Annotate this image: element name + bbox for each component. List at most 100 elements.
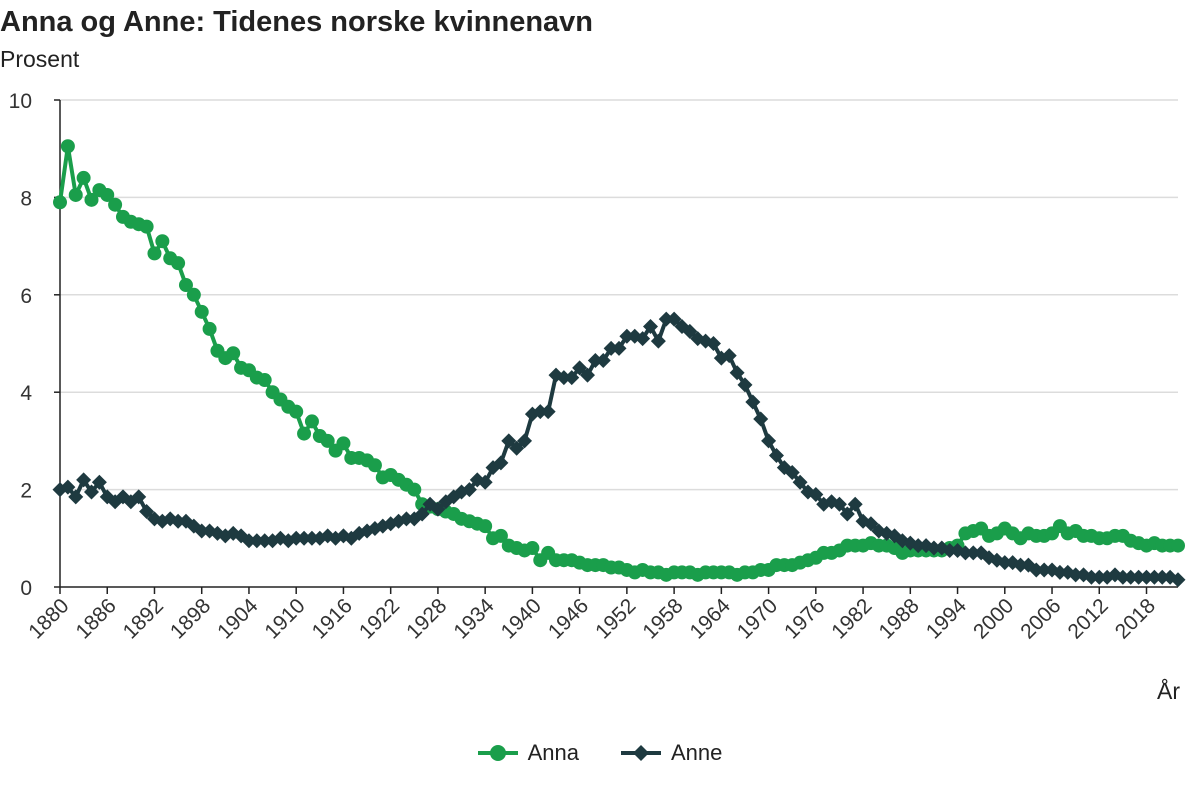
data-point-anne-2012[interactable] [1091,569,1107,585]
data-point-anne-1938[interactable] [509,440,525,456]
data-point-anne-2009[interactable] [1068,567,1084,583]
data-point-anna-2022[interactable] [1171,538,1185,553]
data-point-anne-1942[interactable] [540,404,556,420]
data-point-anne-1956[interactable] [650,333,666,349]
data-point-anne-1885[interactable] [91,474,107,490]
data-point-anne-1976[interactable] [808,486,824,502]
data-point-anne-1968[interactable] [745,394,761,410]
data-point-anne-1973[interactable] [784,465,800,481]
data-point-anne-1954[interactable] [635,331,651,347]
data-point-anne-2018[interactable] [1139,569,1155,585]
data-point-anne-1955[interactable] [642,318,658,334]
data-point-anne-1958[interactable] [666,311,682,327]
data-point-anne-1974[interactable] [792,474,808,490]
data-point-anna-1940[interactable] [525,541,540,556]
data-point-anna-1916[interactable] [336,436,351,451]
data-point-anna-1883[interactable] [76,170,91,185]
data-point-anne-1969[interactable] [753,411,769,427]
data-point-anne-1981[interactable] [847,496,863,512]
data-point-anne-2007[interactable] [1052,564,1068,580]
data-point-anna-1906[interactable] [257,373,272,388]
data-point-anne-2011[interactable] [1083,569,1099,585]
data-point-anne-1993[interactable] [942,542,958,558]
data-point-anna-1936[interactable] [493,528,508,543]
data-point-anne-2017[interactable] [1131,569,1147,585]
data-point-anne-1966[interactable] [729,365,745,381]
data-point-anne-1884[interactable] [83,484,99,500]
data-point-anna-1884[interactable] [84,192,99,207]
data-point-anna-1902[interactable] [226,346,241,361]
data-point-anne-1890[interactable] [131,489,147,505]
data-point-anna-1891[interactable] [139,219,154,234]
data-point-anne-1934[interactable] [477,474,493,490]
data-point-anne-1995[interactable] [957,545,973,561]
data-point-anna-1893[interactable] [155,234,170,249]
data-point-anna-1925[interactable] [407,482,422,497]
data-point-anne-1881[interactable] [60,479,76,495]
data-point-anne-2000[interactable] [997,555,1013,571]
data-point-anne-1996[interactable] [965,545,981,561]
data-point-anna-1914[interactable] [320,433,335,448]
data-point-anne-1983[interactable] [863,516,879,532]
data-point-anne-1939[interactable] [517,433,533,449]
data-point-anna-1886[interactable] [100,187,115,202]
data-point-anne-1910[interactable] [288,530,304,546]
data-point-anne-2022[interactable] [1170,572,1186,588]
data-point-anne-1951[interactable] [611,340,627,356]
data-point-anne-1924[interactable] [398,511,414,527]
data-point-anne-1882[interactable] [68,489,84,505]
data-point-anna-1892[interactable] [147,246,162,261]
data-point-anne-1895[interactable] [170,513,186,529]
data-point-anna-1934[interactable] [478,519,493,534]
legend-item-anne[interactable]: Anne [621,740,722,766]
data-point-anne-1963[interactable] [705,336,721,351]
legend-item-anna[interactable]: Anna [477,740,579,766]
data-point-anne-2020[interactable] [1154,569,1170,585]
data-point-anna-1882[interactable] [68,187,83,202]
data-point-anna-1911[interactable] [297,426,312,441]
data-point-anne-1945[interactable] [564,370,580,386]
data-point-anne-1960[interactable] [682,323,698,339]
data-point-anne-1926[interactable] [414,506,430,522]
data-point-anne-1948[interactable] [587,353,603,369]
data-point-anne-2002[interactable] [1013,557,1029,573]
data-point-anne-1979[interactable] [831,496,847,512]
data-point-anne-2019[interactable] [1146,569,1162,585]
data-point-anne-1970[interactable] [761,433,777,449]
data-point-anne-1912[interactable] [304,530,320,546]
data-point-anna-1920[interactable] [367,458,382,473]
data-point-anna-1887[interactable] [108,197,123,212]
data-point-anna-1899[interactable] [202,321,217,336]
data-point-anne-1980[interactable] [839,506,855,522]
data-point-anna-1912[interactable] [304,414,319,429]
data-point-anne-1941[interactable] [532,404,548,420]
data-point-anna-1897[interactable] [186,287,201,302]
data-point-anne-2015[interactable] [1115,569,1131,585]
data-point-anne-1911[interactable] [296,530,312,546]
data-point-anne-1957[interactable] [658,311,674,327]
data-point-anna-1896[interactable] [178,278,193,293]
data-point-anne-2005[interactable] [1036,562,1052,578]
data-point-anne-1891[interactable] [139,504,155,520]
data-point-anna-1880[interactable] [53,195,67,210]
data-point-anne-1965[interactable] [721,348,737,364]
data-point-anna-1881[interactable] [60,139,75,154]
data-point-anne-1928[interactable] [430,501,446,517]
data-point-anne-1944[interactable] [556,370,572,386]
data-point-anne-1936[interactable] [493,455,509,471]
data-point-anna-1910[interactable] [289,404,304,419]
data-point-anne-1967[interactable] [737,377,753,393]
data-point-anne-1905[interactable] [249,533,265,549]
data-point-anna-1898[interactable] [194,304,209,319]
data-point-anne-1950[interactable] [603,340,619,356]
data-point-anne-1937[interactable] [501,433,517,449]
data-point-anne-1952[interactable] [619,328,635,344]
data-point-anna-1895[interactable] [171,256,186,271]
data-point-anne-1932[interactable] [461,482,477,498]
data-point-anne-1946[interactable] [572,360,588,376]
data-point-anne-1883[interactable] [76,472,92,488]
data-point-anne-1989[interactable] [910,538,926,554]
data-point-anne-1949[interactable] [595,353,611,369]
data-point-anne-1898[interactable] [194,523,210,539]
data-point-anne-2004[interactable] [1028,562,1044,578]
